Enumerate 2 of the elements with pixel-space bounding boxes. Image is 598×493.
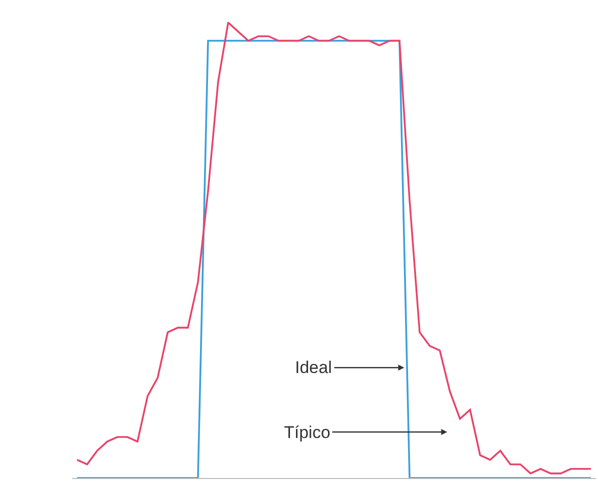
annotation: Ideal [295, 358, 332, 377]
annotation: Típico [284, 423, 330, 442]
